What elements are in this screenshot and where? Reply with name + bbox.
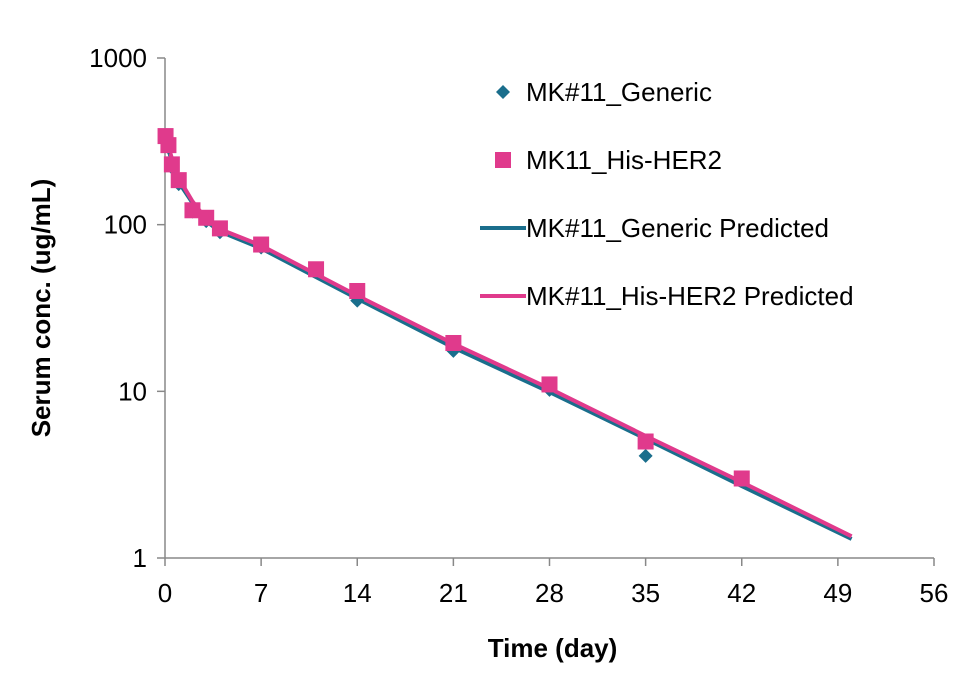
legend: MK#11_Generic MK11_His-HER2 MK#11_Generic … [480, 77, 854, 311]
plot-markers [157, 128, 750, 488]
x-tick-label: 56 [920, 578, 949, 608]
square-point [160, 137, 177, 154]
x-tick-label: 14 [343, 578, 372, 608]
legend-label: MK#11_Generic Predicted [526, 213, 829, 243]
legend-diamond-symbol [496, 85, 510, 99]
square-point [170, 172, 187, 189]
x-tick-label: 35 [631, 578, 660, 608]
square-point [163, 156, 180, 173]
y-tick-label: 1 [133, 543, 147, 573]
y-tick-label: 100 [104, 210, 147, 240]
square-point [445, 334, 462, 351]
y-axis-title: Serum conc. (ug/mL) [26, 179, 56, 438]
diamond-point [638, 448, 653, 463]
y-tick-label: 10 [118, 376, 147, 406]
square-point [637, 433, 654, 450]
y-ticks: 1 10 100 1000 [89, 43, 165, 573]
x-tick-label: 0 [158, 578, 172, 608]
x-tick-label: 28 [535, 578, 564, 608]
axes: 0 7 14 21 28 35 42 49 56 1 10 100 1000 [89, 43, 948, 608]
square-point [541, 376, 558, 393]
square-point [198, 209, 215, 226]
square-point [211, 220, 228, 237]
x-axis-title: Time (day) [488, 633, 618, 663]
x-tick-label: 49 [823, 578, 852, 608]
square-point [308, 261, 325, 278]
square-point [184, 202, 201, 219]
x-tick-label: 42 [727, 578, 756, 608]
legend-label: MK#11_Generic [526, 77, 712, 107]
legend-label: MK11_His-HER2 [526, 145, 722, 175]
square-point [349, 282, 366, 299]
x-tick-label: 7 [254, 578, 268, 608]
square-point [253, 236, 270, 253]
x-tick-label: 21 [439, 578, 468, 608]
x-ticks: 0 7 14 21 28 35 42 49 56 [158, 558, 949, 608]
square-point [733, 470, 750, 487]
legend-label: MK#11_His-HER2 Predicted [526, 281, 854, 311]
y-tick-label: 1000 [89, 43, 147, 73]
legend-square-symbol [495, 152, 511, 168]
